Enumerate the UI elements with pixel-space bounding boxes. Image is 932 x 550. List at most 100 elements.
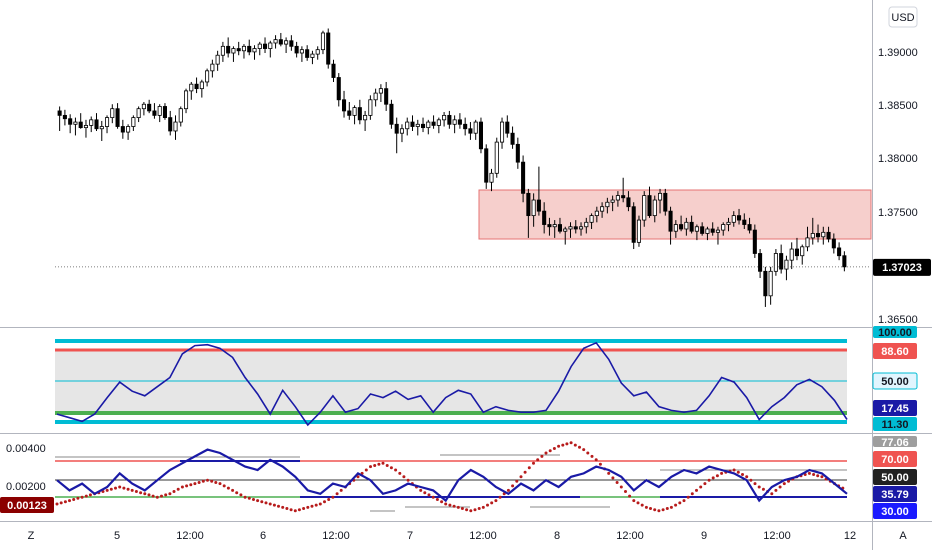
currency-badge[interactable] xyxy=(888,6,918,28)
candle[interactable] xyxy=(389,99,394,129)
candle[interactable] xyxy=(141,102,146,116)
candle[interactable] xyxy=(94,113,99,131)
candle[interactable] xyxy=(278,32,283,47)
candle[interactable] xyxy=(257,41,262,56)
candle[interactable] xyxy=(694,224,699,241)
candle[interactable] xyxy=(331,59,336,82)
candle[interactable] xyxy=(563,226,568,245)
candle[interactable] xyxy=(62,109,67,126)
candle[interactable] xyxy=(268,40,273,58)
candle[interactable] xyxy=(673,220,678,238)
candle[interactable] xyxy=(199,79,204,98)
candle[interactable] xyxy=(384,81,389,111)
candle[interactable] xyxy=(115,103,120,129)
candle[interactable] xyxy=(552,220,557,238)
candle[interactable] xyxy=(789,242,794,270)
candle[interactable] xyxy=(531,193,536,227)
candle[interactable] xyxy=(489,168,494,192)
candle[interactable] xyxy=(536,166,541,216)
candle[interactable] xyxy=(210,59,215,78)
candle[interactable] xyxy=(579,222,584,236)
candle[interactable] xyxy=(363,110,368,131)
candle[interactable] xyxy=(515,137,520,169)
candle[interactable] xyxy=(500,117,505,149)
candle[interactable] xyxy=(737,208,742,225)
candle[interactable] xyxy=(447,110,452,129)
candle[interactable] xyxy=(241,44,246,59)
candle[interactable] xyxy=(226,37,231,58)
resistance-zone[interactable] xyxy=(478,189,872,240)
candle[interactable] xyxy=(747,217,752,234)
candle[interactable] xyxy=(89,116,94,133)
candle[interactable] xyxy=(299,46,304,62)
candle[interactable] xyxy=(594,206,599,223)
candle[interactable] xyxy=(252,45,257,60)
candle[interactable] xyxy=(584,217,589,234)
osc1-line[interactable] xyxy=(56,341,848,427)
candle[interactable] xyxy=(173,115,178,140)
candle[interactable] xyxy=(521,155,526,203)
candle[interactable] xyxy=(642,191,647,227)
candle[interactable] xyxy=(57,106,62,131)
candle[interactable] xyxy=(289,35,294,51)
candle[interactable] xyxy=(205,68,210,87)
candle[interactable] xyxy=(394,117,399,154)
price-axis[interactable]: USD 1.39000 1.38500 1.38000 1.37500 1.36… xyxy=(873,6,931,326)
candle[interactable] xyxy=(542,202,547,234)
candle[interactable] xyxy=(605,197,610,214)
candle[interactable] xyxy=(215,50,220,71)
candle[interactable] xyxy=(810,217,815,245)
candle[interactable] xyxy=(731,211,736,227)
candle[interactable] xyxy=(405,117,410,136)
candle[interactable] xyxy=(315,46,320,60)
candle[interactable] xyxy=(157,104,162,123)
time-axis-left-button[interactable]: Z xyxy=(28,530,35,542)
candle[interactable] xyxy=(826,226,831,243)
candle[interactable] xyxy=(742,213,747,229)
candle[interactable] xyxy=(73,117,78,136)
candle[interactable] xyxy=(83,119,88,138)
candle[interactable] xyxy=(273,35,278,49)
candle[interactable] xyxy=(457,113,462,129)
candle[interactable] xyxy=(342,90,347,118)
candle[interactable] xyxy=(768,266,773,305)
candle[interactable] xyxy=(821,226,826,245)
candle[interactable] xyxy=(294,41,299,58)
candle[interactable] xyxy=(652,195,657,223)
candle[interactable] xyxy=(526,188,531,238)
candle[interactable] xyxy=(168,110,173,136)
candle[interactable] xyxy=(784,255,789,281)
candle[interactable] xyxy=(773,249,778,276)
candle[interactable] xyxy=(184,88,189,114)
candle[interactable] xyxy=(231,46,236,62)
candle[interactable] xyxy=(557,217,562,234)
candle[interactable] xyxy=(505,115,510,138)
candle[interactable] xyxy=(368,95,373,120)
candle[interactable] xyxy=(610,195,615,212)
candle[interactable] xyxy=(373,88,378,107)
candle[interactable] xyxy=(510,126,515,149)
candle[interactable] xyxy=(247,39,252,56)
candle[interactable] xyxy=(220,41,225,62)
candle[interactable] xyxy=(378,84,383,103)
osc2-line[interactable] xyxy=(56,448,848,503)
candle[interactable] xyxy=(478,117,483,154)
candle[interactable] xyxy=(647,186,652,218)
candle[interactable] xyxy=(621,177,626,203)
candle[interactable] xyxy=(573,220,578,234)
candle[interactable] xyxy=(99,120,104,141)
candle[interactable] xyxy=(473,119,478,140)
candle[interactable] xyxy=(547,217,552,236)
candle[interactable] xyxy=(658,188,663,214)
candle[interactable] xyxy=(705,226,710,241)
candle[interactable] xyxy=(194,77,199,94)
candle[interactable] xyxy=(763,266,768,307)
candle[interactable] xyxy=(110,104,115,124)
candle[interactable] xyxy=(600,202,605,218)
candle[interactable] xyxy=(452,115,457,134)
candle[interactable] xyxy=(805,226,810,252)
candle[interactable] xyxy=(431,115,436,129)
candle[interactable] xyxy=(816,224,821,243)
candle[interactable] xyxy=(415,119,420,136)
candle[interactable] xyxy=(636,215,641,247)
